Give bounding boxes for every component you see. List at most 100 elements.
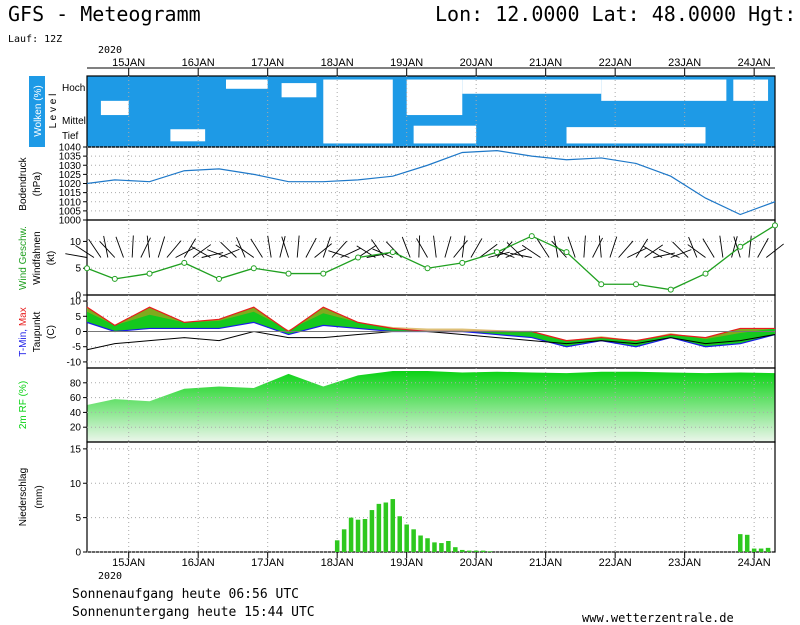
wind-barb bbox=[702, 238, 715, 258]
cloud-axis-label: L e v e l bbox=[48, 94, 59, 129]
wind-barb bbox=[331, 240, 348, 258]
wind-barb bbox=[279, 236, 286, 258]
run-label: Lauf: 12Z bbox=[8, 34, 63, 45]
date-label-top: 16JAN bbox=[182, 57, 215, 69]
wind-barb bbox=[521, 244, 541, 258]
year-label-top: 2020 bbox=[98, 45, 123, 56]
wind-barb bbox=[505, 248, 527, 258]
precip-bar bbox=[404, 524, 409, 552]
date-label-top: 24JAN bbox=[738, 57, 771, 69]
cloud-panel: Hoch Mittel Tief Wolken (%) L e v e l bbox=[29, 75, 776, 148]
date-label-bottom: 20JAN bbox=[460, 557, 493, 569]
temp-ytick-label: 0 bbox=[75, 327, 81, 338]
temp-ytick-label: -5 bbox=[72, 342, 81, 353]
precip-bar bbox=[411, 529, 416, 552]
wind-barb bbox=[305, 237, 317, 258]
wind-barb bbox=[267, 235, 272, 258]
cloud-gap bbox=[406, 79, 463, 116]
wind-barb bbox=[88, 239, 102, 258]
wind-ytick-label: 5 bbox=[75, 264, 81, 275]
date-label-top: 19JAN bbox=[390, 57, 423, 69]
wind-speed-point bbox=[459, 259, 466, 266]
wind-speed-point bbox=[216, 275, 223, 282]
temperature-panel: -10 -5 0 5 10 T-Min, Max Taupunkt (C) bbox=[18, 294, 776, 369]
date-label-top: 18JAN bbox=[321, 57, 354, 69]
wind-speed-point bbox=[424, 265, 431, 272]
wind-speed-point bbox=[737, 243, 744, 250]
wind-speed-point bbox=[355, 254, 362, 261]
wind-speed-point bbox=[285, 270, 292, 277]
cloud-gap bbox=[100, 100, 129, 116]
wind-barb bbox=[536, 238, 550, 258]
press-ytick-label: 1025 bbox=[59, 170, 82, 181]
cloud-gap bbox=[323, 79, 393, 144]
cloud-gap bbox=[733, 79, 769, 101]
cloud-gap bbox=[601, 79, 727, 101]
wind-barb bbox=[75, 245, 95, 258]
wind-speed-point bbox=[598, 281, 605, 288]
temp-unit: (C) bbox=[46, 325, 57, 339]
wind-barb bbox=[583, 235, 586, 258]
pressure-title: Bodendruck bbox=[18, 156, 29, 210]
wind-barb bbox=[99, 241, 116, 258]
wind-barb bbox=[322, 236, 331, 258]
humidity-title: 2m RF (%) bbox=[18, 381, 29, 429]
wind-barb bbox=[166, 240, 182, 258]
temp-title: T-Min, Max bbox=[18, 307, 29, 356]
pressure-unit: (hPa) bbox=[32, 172, 43, 196]
wind-barb bbox=[416, 238, 428, 258]
wind-barb bbox=[757, 238, 769, 258]
site-label: www.wetterzentrale.de bbox=[582, 611, 734, 625]
cloud-gap bbox=[281, 83, 317, 98]
wind-barb bbox=[371, 239, 385, 258]
date-label-bottom: 24JAN bbox=[738, 557, 771, 569]
date-label-top: 22JAN bbox=[599, 57, 632, 69]
wind-speed-point bbox=[563, 249, 570, 256]
wind-barb bbox=[719, 235, 724, 258]
precip-bar bbox=[390, 499, 396, 552]
cloud-gap bbox=[566, 127, 706, 144]
wind-barb bbox=[670, 249, 692, 258]
wind-barb bbox=[281, 236, 289, 258]
precip-bar bbox=[765, 547, 771, 552]
wind-barb bbox=[653, 252, 675, 258]
pressure-line bbox=[86, 150, 776, 216]
precip-bar bbox=[446, 541, 451, 552]
date-label-top: 23JAN bbox=[668, 57, 701, 69]
wind-barb bbox=[103, 235, 109, 258]
press-ytick-label: 1015 bbox=[59, 188, 82, 199]
precip-bar bbox=[751, 548, 757, 552]
wind-barb bbox=[314, 243, 332, 258]
sunset-label: Sonnenuntergang heute 15:44 UTC bbox=[72, 605, 315, 620]
wind-barb bbox=[609, 236, 618, 258]
wind-barb bbox=[183, 238, 197, 258]
precip-bar bbox=[480, 550, 486, 552]
wind-barb bbox=[157, 236, 166, 258]
precip-bar bbox=[460, 549, 465, 552]
wind-barb bbox=[470, 238, 483, 258]
wind-barb bbox=[479, 243, 498, 258]
meteogram: 15JAN 16JAN 17JAN 18JAN 19JAN 20JAN 21JAN 22JAN… bbox=[18, 57, 784, 569]
wind-barb bbox=[201, 252, 224, 258]
press-ytick-label: 1005 bbox=[59, 206, 82, 217]
precip-bar bbox=[466, 550, 472, 552]
sunrise-label: Sonnenaufgang heute 06:56 UTC bbox=[72, 587, 299, 602]
wind-barb bbox=[418, 235, 421, 258]
wind-barb bbox=[453, 240, 468, 258]
wind-barb bbox=[635, 238, 649, 258]
wind-barb bbox=[592, 237, 603, 258]
rh-ytick-label: 80 bbox=[70, 378, 82, 389]
date-label-bottom: 22JAN bbox=[599, 557, 632, 569]
temp-subtitle: Taupunkt bbox=[32, 311, 43, 352]
wind-barb bbox=[401, 236, 411, 258]
wind-speed-point bbox=[181, 259, 188, 266]
date-axis-bottom: 15JAN 16JAN 17JAN 18JAN 19JAN 20JAN 21JAN 22JAN… bbox=[112, 552, 771, 569]
wind-speed-point bbox=[84, 265, 90, 272]
press-ytick-label: 1030 bbox=[59, 161, 82, 172]
wind-barb bbox=[672, 241, 689, 258]
wind-barb bbox=[191, 246, 211, 258]
wind-barb bbox=[328, 250, 350, 258]
date-label-bottom: 17JAN bbox=[251, 557, 284, 569]
model-title: GFS - Meteogramm bbox=[8, 2, 201, 26]
